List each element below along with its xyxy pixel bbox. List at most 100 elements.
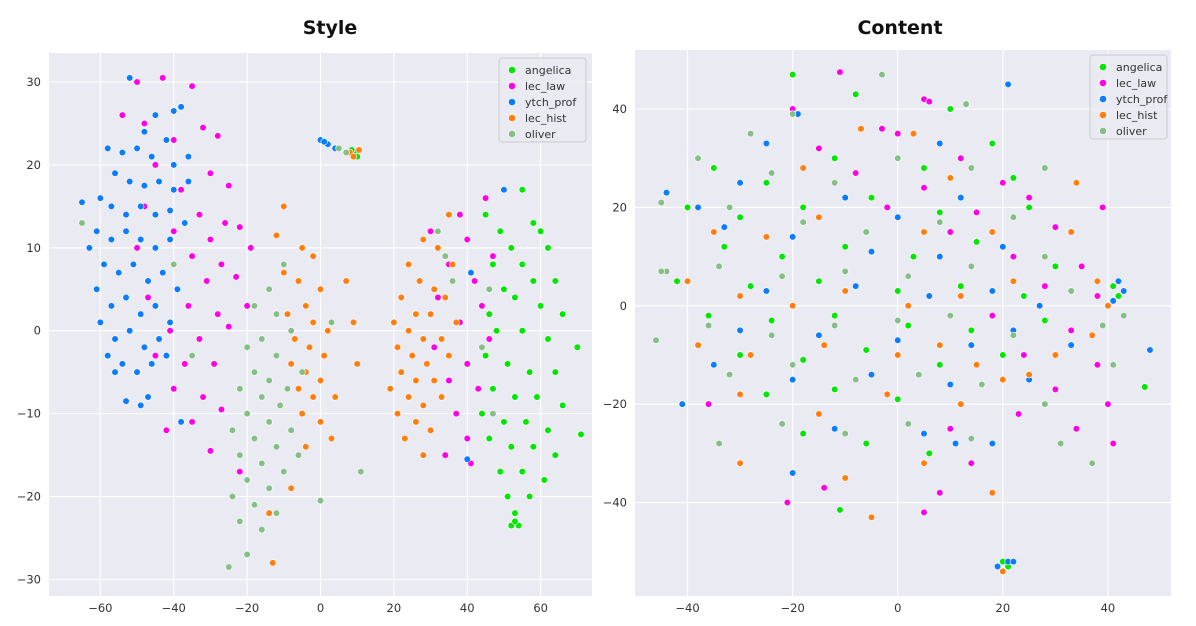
content-plot-area <box>635 50 1171 596</box>
style-point-oliver <box>250 368 259 376</box>
content-point-ytch-prof <box>1004 80 1012 89</box>
style-point-lec-hist <box>342 277 350 285</box>
style-legend-box <box>498 57 587 143</box>
style-point-lec-hist <box>445 351 453 360</box>
content-point-oliver <box>1109 361 1117 369</box>
style-point-oliver <box>489 410 497 418</box>
content-point-ytch-prof <box>894 213 902 221</box>
style-point-oliver <box>316 497 325 505</box>
style-point-lec-hist <box>390 318 398 327</box>
content-point-lec-hist <box>972 361 981 369</box>
content-point-lec-law <box>1104 400 1112 408</box>
content-gridlines <box>635 50 1171 596</box>
content-point-oliver <box>862 228 870 236</box>
content-point-oliver <box>946 312 954 320</box>
content-point-oliver <box>789 361 797 369</box>
content-legend-label: lec_hist <box>1116 109 1158 122</box>
content-point-lec-law <box>1015 410 1023 418</box>
content-point-lec-law <box>925 98 933 106</box>
style-point-ytch-prof <box>159 269 167 277</box>
style-point-lec-law <box>247 244 255 252</box>
style-point-lec-hist <box>408 351 416 360</box>
style-point-angelica <box>540 476 548 484</box>
content-point-lec-law <box>946 425 954 433</box>
style-point-lec-hist <box>404 327 413 335</box>
content-point-angelica <box>831 312 839 320</box>
style-point-ytch-prof <box>467 269 475 277</box>
style-point-lec-law <box>225 322 233 331</box>
style-point-oliver <box>243 476 251 484</box>
content-point-ytch-prof <box>1114 277 1123 285</box>
style-point-lec-law <box>232 273 240 281</box>
style-panel: Style −60 −40 −20 0 20 40 60 −30 −20 −10 0 10 20 30 a… <box>17 17 592 615</box>
style-point-ytch-prof <box>184 177 193 186</box>
content-point-ytch-prof <box>867 371 876 379</box>
style-point-angelica <box>489 385 497 393</box>
style-point-oliver <box>272 310 281 318</box>
style-point-lec-hist <box>265 509 273 517</box>
content-point-lec-hist <box>1009 277 1017 285</box>
content-point-angelica <box>1114 292 1123 300</box>
style-legend-label: lec_law <box>525 80 565 93</box>
style-point-ytch-prof <box>144 393 152 401</box>
content-point-lec-hist <box>841 474 849 482</box>
style-y-tick-label: 20 <box>26 158 41 172</box>
style-point-lec-law <box>144 293 152 302</box>
style-point-ytch-prof <box>133 144 141 152</box>
style-point-lec-hist <box>404 260 413 268</box>
style-point-angelica <box>551 368 559 376</box>
content-legend-marker <box>1099 95 1107 103</box>
content-y-tick-label: 0 <box>620 299 627 313</box>
style-point-lec-hist <box>412 418 420 426</box>
style-point-oliver <box>78 219 86 227</box>
style-point-lec-hist <box>324 327 332 335</box>
style-point-lec-law <box>166 327 174 335</box>
content-point-ytch-prof <box>936 252 944 261</box>
content-legend-label: angelica <box>1116 61 1162 74</box>
style-point-lec-hist <box>426 426 435 434</box>
content-point-ytch-prof <box>946 380 954 389</box>
style-x-tick-label: 20 <box>387 601 402 615</box>
style-point-oliver <box>448 277 457 285</box>
content-point-angelica <box>1020 292 1028 300</box>
style-point-angelica <box>507 244 515 252</box>
content-point-oliver <box>841 267 849 275</box>
content-point-lec-hist <box>841 287 849 295</box>
content-point-angelica <box>862 346 870 354</box>
style-point-angelica <box>482 351 490 360</box>
style-point-ytch-prof <box>151 244 159 252</box>
content-point-oliver <box>1009 213 1017 221</box>
style-point-lec-law <box>489 252 497 260</box>
style-point-lec-law <box>225 182 233 190</box>
content-point-oliver <box>878 70 886 79</box>
style-point-ytch-prof <box>129 260 137 268</box>
content-point-angelica <box>1009 174 1017 182</box>
style-x-tick-label: 60 <box>533 601 548 615</box>
style-point-lec-hist <box>294 277 303 285</box>
content-point-lec-law <box>1093 292 1102 300</box>
content-point-oliver <box>1041 400 1049 408</box>
content-point-angelica <box>799 356 807 364</box>
content-x-tick-label: −20 <box>781 601 805 615</box>
style-point-lec-hist <box>412 376 420 385</box>
style-point-angelica <box>544 335 552 343</box>
style-point-lec-law <box>426 227 435 235</box>
content-point-ytch-prof <box>1036 302 1044 310</box>
style-point-lec-hist <box>393 410 402 418</box>
style-point-lec-hist <box>298 410 306 418</box>
style-point-ytch-prof <box>177 418 185 426</box>
content-legend-label: lec_law <box>1116 77 1156 90</box>
content-point-oliver <box>936 218 944 226</box>
content-point-lec-law <box>1099 203 1107 212</box>
content-point-ytch-prof <box>988 287 996 295</box>
style-tick-labels: −60 −40 −20 0 20 40 60 −30 −20 −10 0 10 20 30 <box>17 75 548 615</box>
content-point-angelica <box>909 252 918 261</box>
content-point-lec-law <box>967 459 975 467</box>
content-point-lec-hist <box>909 130 918 138</box>
content-point-lec-law <box>894 130 902 138</box>
content-point-oliver <box>967 164 975 172</box>
style-point-ytch-prof <box>162 351 171 360</box>
content-point-lec-hist <box>1072 179 1081 187</box>
content-point-lec-hist <box>762 233 770 241</box>
style-point-angelica <box>511 293 519 302</box>
